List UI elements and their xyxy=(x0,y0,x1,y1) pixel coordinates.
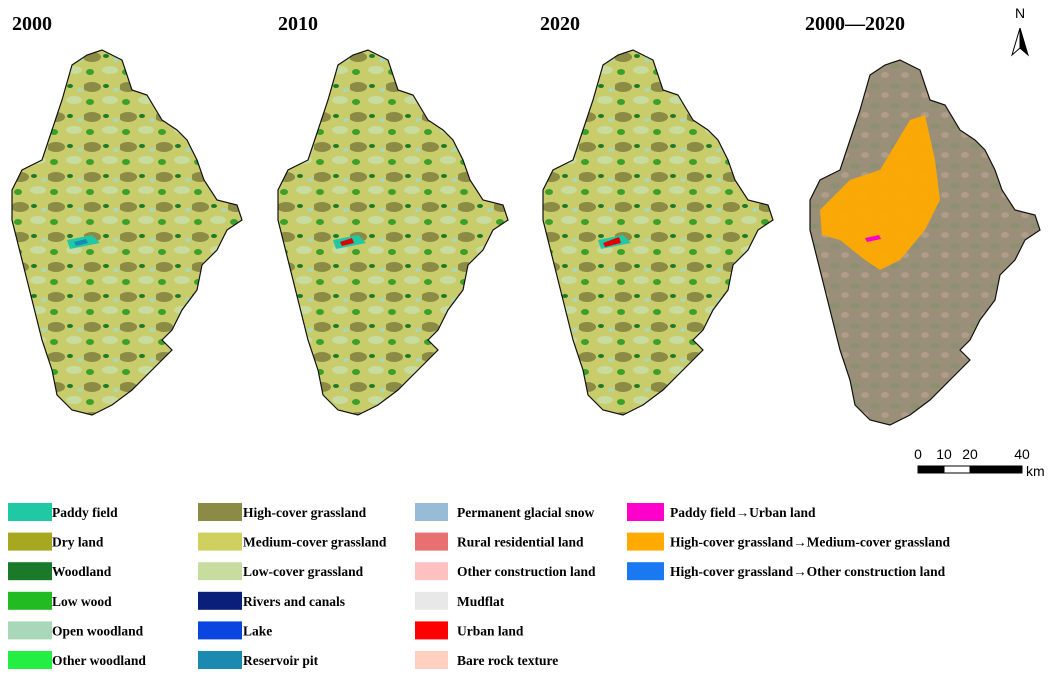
legend-label: Other construction land xyxy=(457,564,596,579)
legend-swatch xyxy=(415,503,448,521)
legend-swatch xyxy=(8,591,52,610)
scale-label: 40 xyxy=(1014,446,1030,462)
legend-label: Other woodland xyxy=(52,653,146,668)
legend-swatch xyxy=(415,651,448,669)
legend-label: Bare rock texture xyxy=(457,653,558,668)
legend-label: Permanent glacial snow xyxy=(457,505,594,520)
panel-title: 2020 xyxy=(540,13,580,35)
panel-title: 2000—2020 xyxy=(805,13,905,35)
legend-label: Open woodland xyxy=(52,623,144,638)
legend-swatch xyxy=(8,532,52,551)
legend-swatch xyxy=(198,621,242,640)
legend-label: Low wood xyxy=(52,594,112,609)
scale-segment xyxy=(917,465,945,474)
legend-swatch xyxy=(627,503,664,521)
legend-label: Medium-cover grassland xyxy=(243,535,387,550)
legend-label: High-cover grassland→Medium-cover grassl… xyxy=(670,535,950,550)
north-arrow xyxy=(1011,27,1029,57)
legend-label: Rural residential land xyxy=(457,535,584,550)
legend-swatch xyxy=(198,651,242,669)
legend-label: Reservoir pit xyxy=(243,653,319,668)
legend-swatch xyxy=(415,562,448,581)
panel-title: 2000 xyxy=(12,13,52,35)
legend-swatch xyxy=(198,532,242,551)
legend-label: Lake xyxy=(243,623,272,638)
legend-swatch xyxy=(198,503,242,521)
legend-label: Woodland xyxy=(52,564,112,579)
legend-swatch xyxy=(198,562,242,581)
legend-swatch xyxy=(415,621,448,640)
legend-swatch xyxy=(8,503,52,521)
legend-label: Low-cover grassland xyxy=(243,564,364,579)
scale-unit: km xyxy=(1026,463,1045,479)
scale-segment xyxy=(969,465,1023,474)
scale-segment xyxy=(943,465,971,474)
legend-label: Rivers and canals xyxy=(243,594,345,609)
legend-swatch xyxy=(627,562,664,581)
legend-label: Urban land xyxy=(457,623,524,638)
legend-swatch xyxy=(8,651,52,669)
legend-swatch xyxy=(627,532,664,551)
legend-label: Paddy field→Urban land xyxy=(670,505,816,520)
legend-label: High-cover grassland→Other construction … xyxy=(670,564,946,579)
scale-label: 0 xyxy=(914,446,922,462)
panel-title: 2010 xyxy=(278,13,318,35)
north-label: N xyxy=(1015,5,1025,21)
legend-swatch xyxy=(415,532,448,551)
legend-swatch xyxy=(8,562,52,581)
legend-swatch xyxy=(198,591,242,610)
legend-label: Mudflat xyxy=(457,594,505,609)
scale-label: 10 xyxy=(936,446,952,462)
legend-label: High-cover grassland xyxy=(243,505,367,520)
scale-label: 20 xyxy=(962,446,978,462)
legend-label: Dry land xyxy=(52,535,104,550)
legend-swatch xyxy=(8,621,52,640)
legend-label: Paddy field xyxy=(52,505,118,520)
map-panels xyxy=(11,49,1041,426)
legend-swatch xyxy=(415,591,448,610)
